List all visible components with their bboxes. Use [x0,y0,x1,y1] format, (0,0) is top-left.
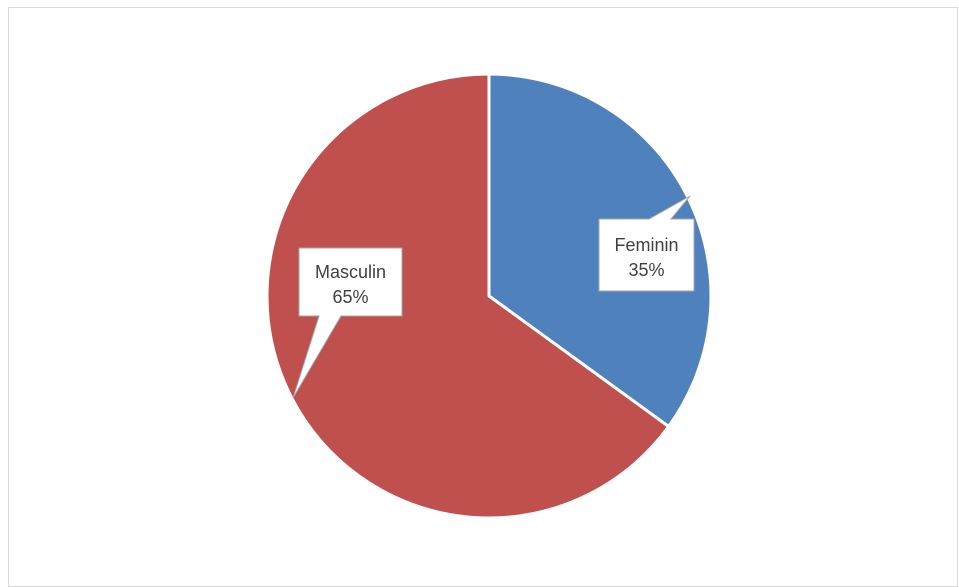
pie-slice-masculin [265,72,671,520]
data-label-percent: 35% [628,260,664,280]
pie-chart: Feminin 35% Masculin 65% [265,72,713,520]
data-label-category: Masculin [315,262,386,282]
data-label-percent: 65% [332,287,368,307]
callout-box [292,247,403,399]
data-label-callout-feminin: Feminin 35% [598,195,695,292]
callout-box [598,195,695,292]
chart-frame: Feminin 35% Masculin 65% [8,7,958,587]
data-label-category: Feminin [614,235,678,255]
data-label-callout-masculin: Masculin 65% [292,247,403,399]
